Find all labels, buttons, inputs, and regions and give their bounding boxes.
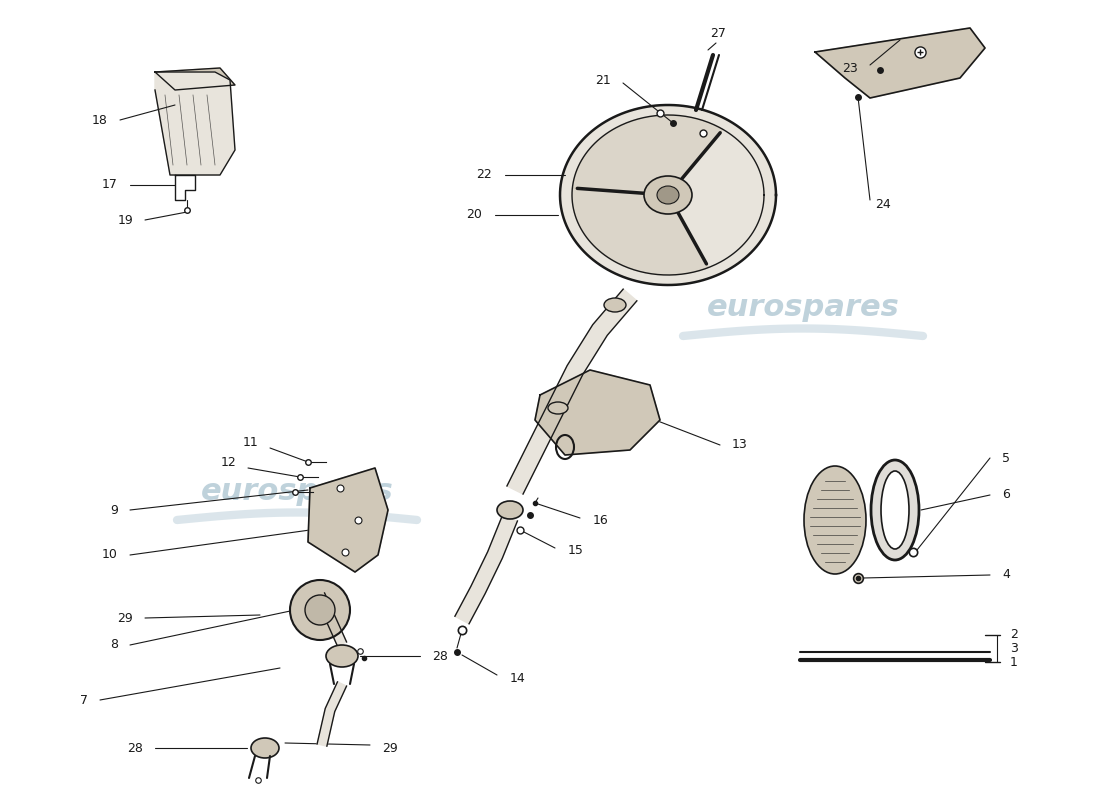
Text: 16: 16 [593,514,608,527]
Polygon shape [308,468,388,572]
Polygon shape [455,515,517,624]
Text: 9: 9 [110,503,118,517]
Text: 4: 4 [1002,569,1010,582]
Text: 12: 12 [220,455,236,469]
Text: 20: 20 [466,209,482,222]
Polygon shape [316,593,346,646]
Ellipse shape [804,466,866,574]
Text: 24: 24 [874,198,891,211]
Text: 15: 15 [568,545,584,558]
Text: 21: 21 [595,74,610,87]
Text: 7: 7 [80,694,88,706]
Ellipse shape [604,298,626,312]
Text: 2: 2 [1010,629,1018,642]
Text: 14: 14 [510,671,526,685]
Polygon shape [155,68,235,90]
Ellipse shape [497,501,522,519]
Text: 18: 18 [92,114,108,126]
Text: eurospares: eurospares [200,478,394,506]
Ellipse shape [871,460,918,560]
Text: 10: 10 [102,549,118,562]
Circle shape [305,595,336,625]
Text: 11: 11 [242,435,258,449]
Ellipse shape [644,176,692,214]
Polygon shape [572,115,723,194]
Polygon shape [155,72,235,175]
Text: 1: 1 [1010,655,1018,669]
Text: 29: 29 [382,742,398,754]
Text: 17: 17 [102,178,118,191]
Ellipse shape [657,186,679,204]
Text: 27: 27 [711,27,726,40]
Text: 8: 8 [110,638,118,651]
Polygon shape [317,682,346,746]
Text: 29: 29 [118,611,133,625]
Polygon shape [815,28,984,98]
Polygon shape [535,370,660,455]
Text: 22: 22 [476,169,492,182]
Ellipse shape [548,402,568,414]
Ellipse shape [326,645,358,667]
Text: 3: 3 [1010,642,1018,654]
Text: 5: 5 [1002,451,1010,465]
Ellipse shape [251,738,279,758]
Text: eurospares: eurospares [706,294,900,322]
Circle shape [290,580,350,640]
Text: 19: 19 [118,214,133,226]
Text: 23: 23 [843,62,858,74]
Polygon shape [560,105,775,285]
Polygon shape [572,188,708,275]
Text: 28: 28 [128,742,143,754]
Text: 28: 28 [432,650,448,662]
Text: 13: 13 [732,438,748,451]
Ellipse shape [881,471,909,549]
Text: 6: 6 [1002,489,1010,502]
Polygon shape [507,289,637,494]
